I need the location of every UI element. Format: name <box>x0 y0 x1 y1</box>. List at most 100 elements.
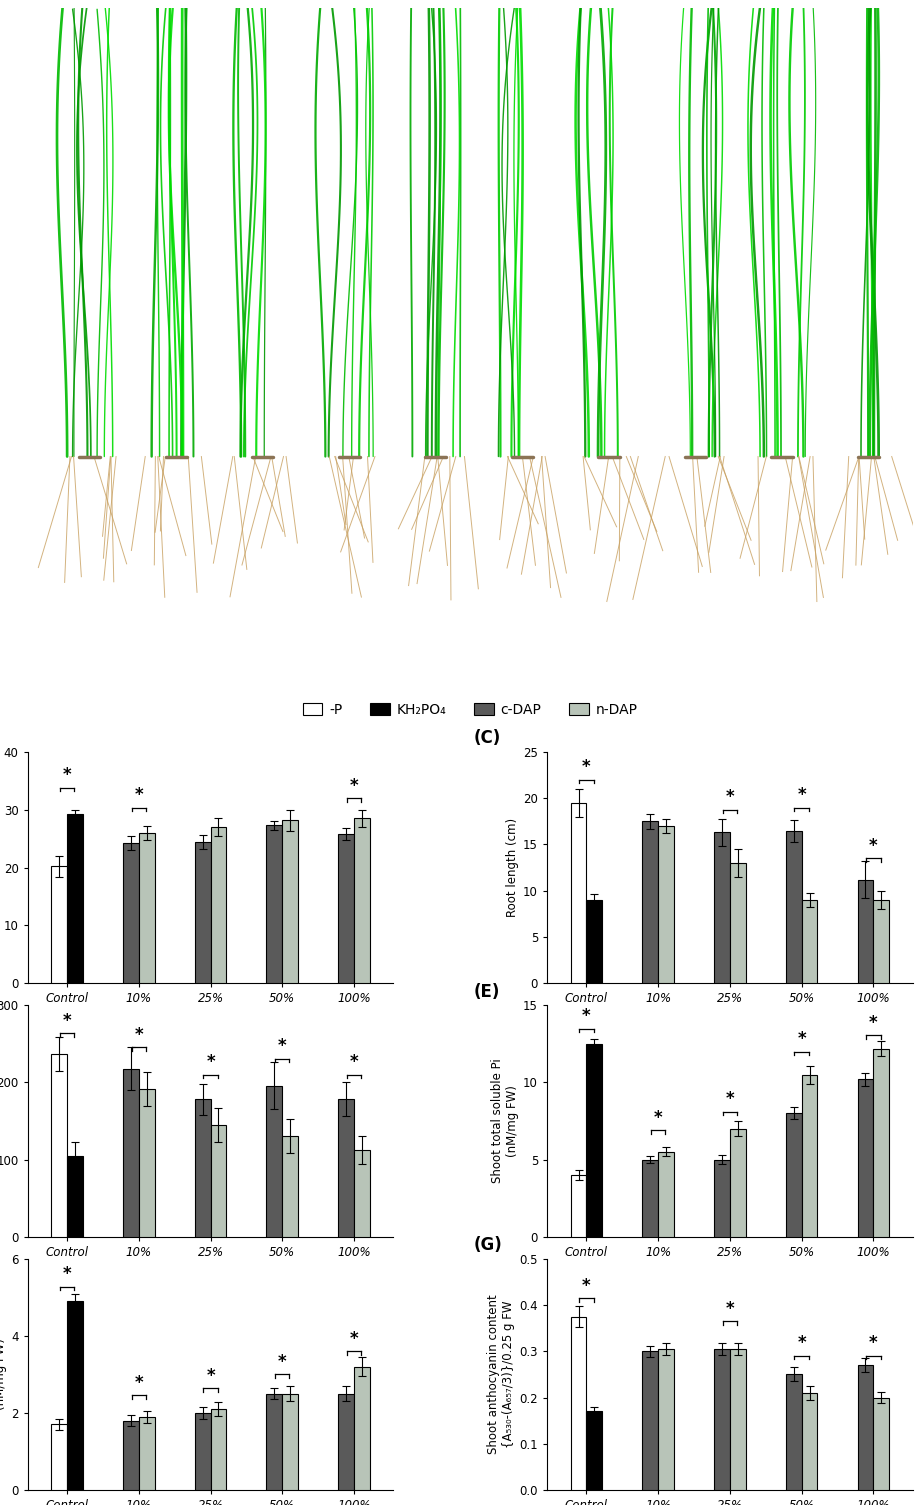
Bar <box>586 1412 602 1490</box>
Text: *: * <box>278 1353 287 1371</box>
Bar <box>730 1129 746 1237</box>
Text: *: * <box>726 789 734 807</box>
Bar <box>857 879 873 983</box>
Text: *: * <box>582 759 591 777</box>
Bar <box>210 1124 226 1237</box>
Bar <box>354 819 370 983</box>
Text: *: * <box>726 1300 734 1318</box>
Text: *: * <box>63 1011 71 1029</box>
Bar <box>586 900 602 983</box>
Bar <box>210 828 226 983</box>
Text: 5 cm: 5 cm <box>749 616 776 625</box>
Text: *: * <box>349 1054 359 1072</box>
Y-axis label: Root total soluble Pi
(nM/mg FW): Root total soluble Pi (nM/mg FW) <box>0 1315 7 1433</box>
Bar <box>195 1413 210 1490</box>
Text: *: * <box>798 786 806 804</box>
Text: *: * <box>349 1330 359 1348</box>
Bar <box>266 825 282 983</box>
Bar <box>715 1159 730 1237</box>
Bar <box>643 1351 658 1490</box>
Text: *: * <box>63 1266 71 1284</box>
Bar <box>282 1136 298 1237</box>
Bar <box>52 1424 67 1490</box>
Bar <box>873 1398 889 1490</box>
Bar <box>873 900 889 983</box>
Bar <box>67 1302 83 1490</box>
Text: *: * <box>349 777 359 795</box>
Bar <box>730 1348 746 1490</box>
Text: 100% c-DAP: 100% c-DAP <box>777 625 786 671</box>
Bar <box>195 1100 210 1237</box>
Text: *: * <box>135 1025 143 1043</box>
Text: *: * <box>654 1109 663 1127</box>
Bar <box>67 814 83 983</box>
Bar <box>571 802 586 983</box>
Text: *: * <box>582 1007 591 1025</box>
Bar <box>123 843 139 983</box>
Bar <box>354 1367 370 1490</box>
Bar <box>571 1317 586 1490</box>
Bar <box>801 1075 818 1237</box>
Bar <box>857 1365 873 1490</box>
Bar <box>266 1085 282 1237</box>
Bar <box>354 1150 370 1237</box>
Text: *: * <box>869 837 878 855</box>
Text: *: * <box>63 766 71 784</box>
Legend: -P, KH₂PO₄, c-DAP, n-DAP: -P, KH₂PO₄, c-DAP, n-DAP <box>297 697 644 722</box>
Y-axis label: Shoot anthocyanin content
{A₅₃₀-(A₆₅₇/3)}/0.25 g FW: Shoot anthocyanin content {A₅₃₀-(A₆₅₇/3)… <box>487 1294 515 1454</box>
Bar <box>873 1049 889 1237</box>
Bar <box>586 1044 602 1237</box>
Bar <box>139 1416 155 1490</box>
Text: 100% n-DAP: 100% n-DAP <box>864 625 873 673</box>
Bar <box>210 1409 226 1490</box>
Text: (E): (E) <box>474 983 501 1001</box>
Text: *: * <box>582 1276 591 1294</box>
Text: 100% KH₂PO₄: 100% KH₂PO₄ <box>171 625 181 677</box>
Bar <box>786 831 801 983</box>
Text: 0% DAP: 0% DAP <box>85 625 94 655</box>
Bar <box>658 1151 674 1237</box>
Bar <box>571 1175 586 1237</box>
Y-axis label: Root length (cm): Root length (cm) <box>506 819 519 917</box>
Bar <box>730 862 746 983</box>
Bar <box>52 867 67 983</box>
Bar <box>338 1100 354 1237</box>
Bar <box>282 820 298 983</box>
Y-axis label: Shoot total soluble Pi
(nM/mg FW): Shoot total soluble Pi (nM/mg FW) <box>491 1058 519 1183</box>
Bar <box>643 822 658 983</box>
Text: (C): (C) <box>474 730 502 748</box>
Bar <box>67 1156 83 1237</box>
Text: *: * <box>798 1335 806 1353</box>
Bar <box>786 1374 801 1490</box>
Bar <box>715 832 730 983</box>
Text: *: * <box>726 1090 734 1108</box>
Text: *: * <box>135 786 143 804</box>
Bar <box>658 826 674 983</box>
Text: *: * <box>207 1054 215 1072</box>
Bar <box>715 1348 730 1490</box>
Text: 10% n-DAP: 10% n-DAP <box>345 625 354 668</box>
Bar <box>195 841 210 983</box>
Bar <box>139 832 155 983</box>
Text: *: * <box>798 1031 806 1047</box>
Bar <box>643 1159 658 1237</box>
Bar <box>266 1394 282 1490</box>
Text: 10% c-DAP: 10% c-DAP <box>258 625 267 667</box>
Text: 50% c-DAP: 50% c-DAP <box>605 625 613 667</box>
Bar <box>123 1069 139 1237</box>
Bar <box>857 1079 873 1237</box>
Bar <box>801 900 818 983</box>
Text: 25% n-DAP: 25% n-DAP <box>518 625 526 668</box>
Bar <box>52 1054 67 1237</box>
Bar <box>282 1394 298 1490</box>
Bar <box>338 834 354 983</box>
Bar <box>786 1114 801 1237</box>
Text: *: * <box>278 1037 287 1055</box>
Text: (G): (G) <box>474 1236 502 1254</box>
Text: 50% n-DAP: 50% n-DAP <box>691 625 700 668</box>
Bar <box>123 1421 139 1490</box>
Text: 25% c-DAP: 25% c-DAP <box>431 625 441 667</box>
Bar <box>338 1394 354 1490</box>
Text: *: * <box>135 1374 143 1392</box>
Text: *: * <box>869 1335 878 1353</box>
